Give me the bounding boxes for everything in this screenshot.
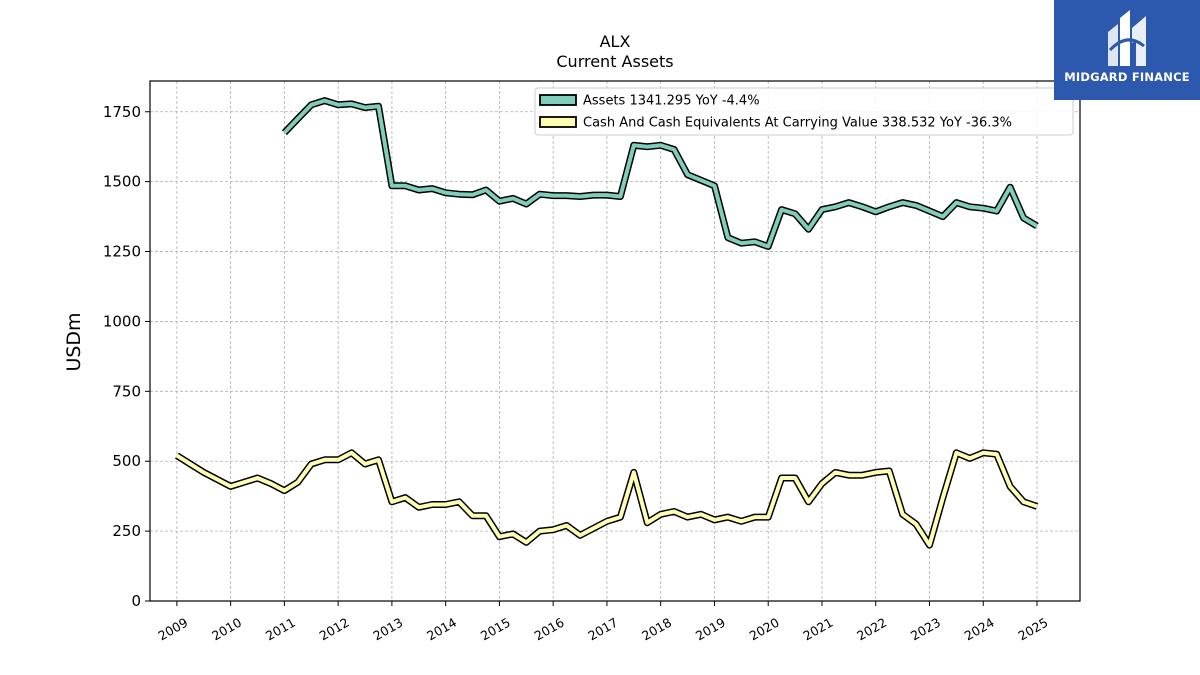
y-tick-label: 1750: [103, 103, 141, 121]
x-tick-label: 2011: [263, 615, 298, 644]
legend: Assets 1341.295 YoY -4.4% Cash And Cash E…: [534, 87, 1074, 136]
legend-label: Cash And Cash Equivalents At Carrying Va…: [583, 116, 1012, 131]
logo-text: MIDGARD FINANCE: [1064, 70, 1190, 84]
logo-mark-icon: [1108, 10, 1146, 66]
legend-swatch: [539, 116, 577, 128]
chart-subtitle: Current Assets: [556, 52, 674, 71]
midgard-finance-logo: MIDGARD FINANCE: [1054, 0, 1200, 100]
x-tick-label: 2014: [424, 615, 459, 644]
y-tick-label: 750: [112, 382, 141, 400]
x-tick-label: 2016: [532, 615, 567, 644]
y-axis-label: USDm: [63, 312, 85, 371]
y-tick-label: 1500: [103, 173, 141, 191]
y-tick-label: 1250: [103, 243, 141, 261]
y-tick-label: 1000: [103, 312, 141, 330]
series-2-line: [175, 450, 1038, 548]
legend-box: [534, 87, 1074, 136]
x-tick-label: 2018: [639, 615, 674, 644]
x-tick-label: 2025: [1015, 615, 1050, 644]
chart-title: ALX: [599, 32, 631, 51]
series-1-line: [282, 98, 1039, 249]
x-tick-label: 2020: [747, 615, 782, 644]
x-tick-label: 2023: [908, 615, 943, 644]
x-tick-label: 2012: [317, 615, 352, 644]
x-tick-label: 2017: [585, 615, 620, 644]
x-tick-label: 2009: [155, 615, 190, 644]
y-tick-label: 500: [112, 452, 141, 470]
x-tick-label: 2015: [478, 615, 513, 644]
axis-layer: 0 250 500 750 1000 1250 1500 1750 2009 2010 2011 20…: [103, 103, 1051, 644]
series-layer: [175, 97, 1039, 549]
legend-label: Assets 1341.295 YoY -4.4%: [583, 94, 760, 109]
x-tick-label: 2022: [854, 615, 889, 644]
x-tick-label: 2021: [800, 615, 835, 644]
legend-swatch: [539, 94, 577, 106]
grid-layer: [150, 81, 1080, 602]
x-tick-label: 2010: [209, 615, 244, 644]
x-tick-label: 2019: [693, 615, 728, 644]
y-tick-label: 250: [112, 522, 141, 540]
plot-frame: [149, 80, 1081, 602]
x-tick-label: 2024: [962, 615, 997, 644]
y-tick-label: 0: [131, 592, 141, 610]
x-tick-label: 2013: [370, 615, 405, 644]
